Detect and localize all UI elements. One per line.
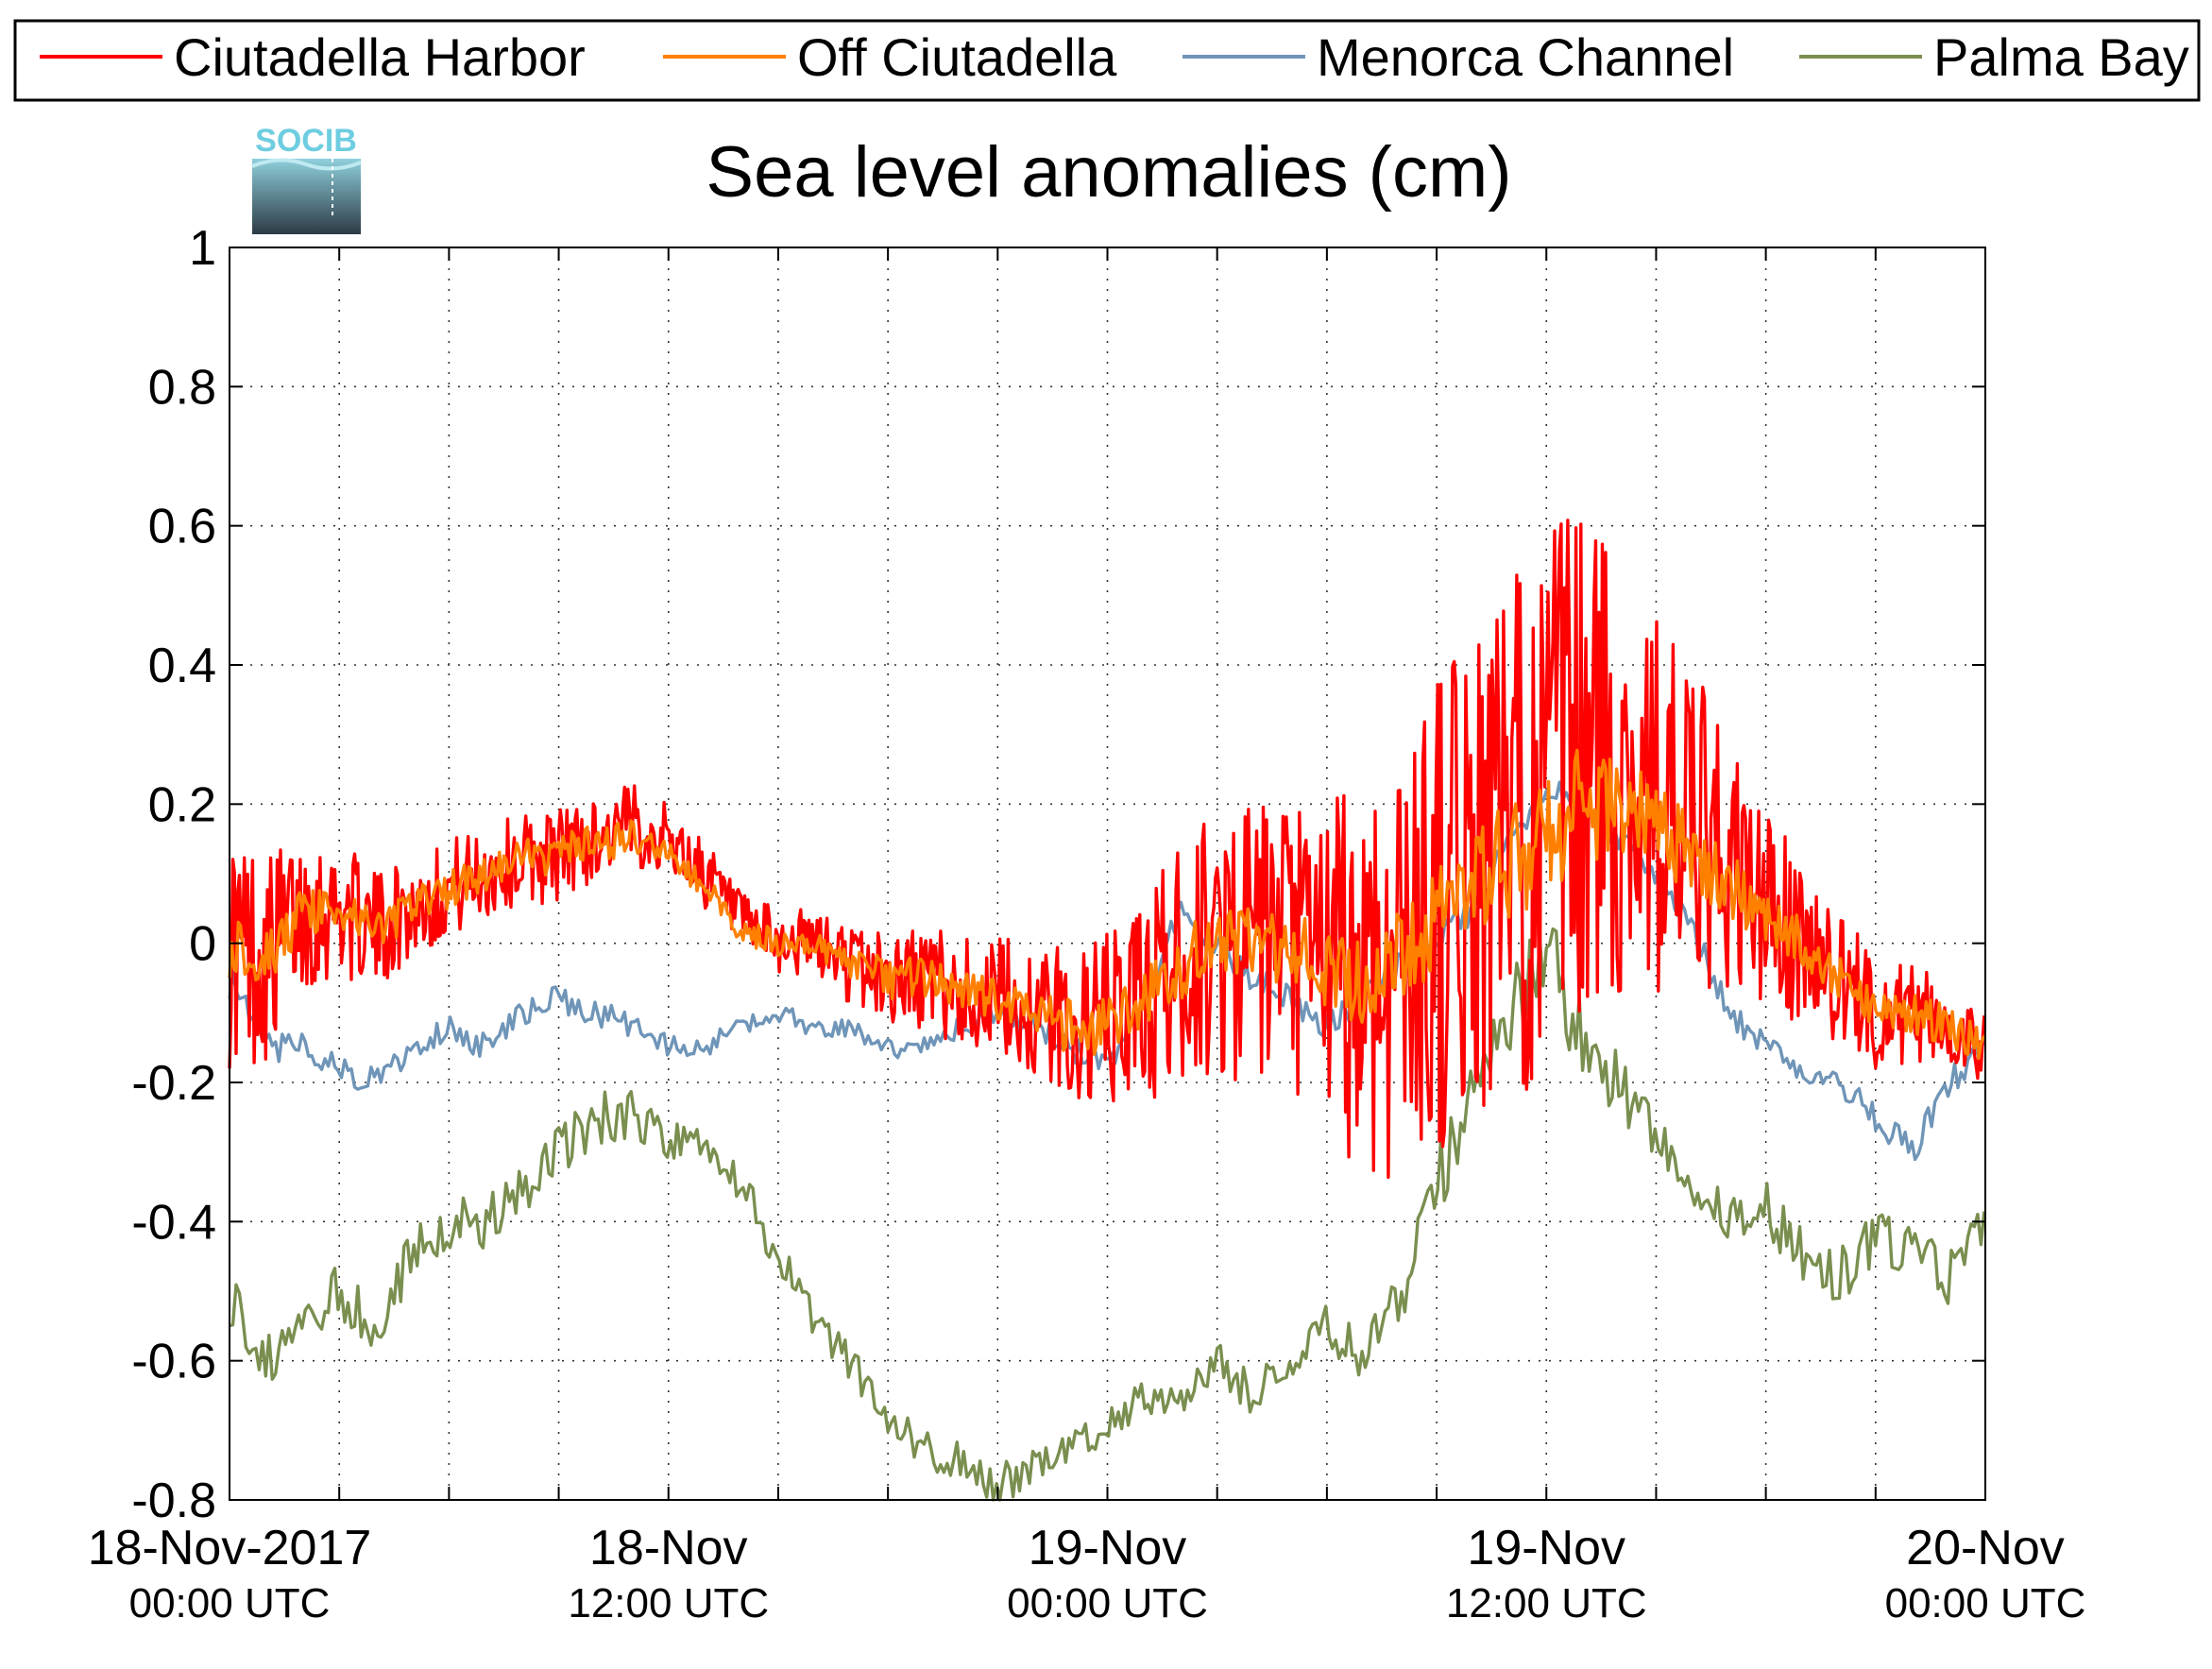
series-line-palma-bay xyxy=(229,927,1986,1502)
y-tick-label-9: -0.8 xyxy=(131,1473,216,1528)
y-tick-label-5: 0 xyxy=(189,917,216,972)
x-tick-label-2: 19-Nov xyxy=(1029,1521,1187,1575)
legend-label-2: Menorca Channel xyxy=(1317,27,1734,87)
y-tick-label-2: 0.6 xyxy=(148,500,216,554)
series-layer xyxy=(228,519,1987,1502)
x-tick-label-3: 19-Nov xyxy=(1467,1521,1625,1575)
legend-label-0: Ciutadella Harbor xyxy=(174,27,586,87)
y-tick-label-7: -0.4 xyxy=(131,1195,216,1250)
logo-wave xyxy=(251,158,362,171)
x-tick-label-0: 18-Nov-2017 xyxy=(88,1521,372,1575)
legend-label-3: Palma Bay xyxy=(1933,27,2189,87)
x-axis-labels: 18-Nov-2017 00:00 UTC 18-Nov 12:00 UTC 19-No… xyxy=(88,1521,2086,1626)
legend-label-1: Off Ciutadella xyxy=(797,27,1117,87)
grid-lines xyxy=(229,247,1986,1501)
x-tick-sublabel-1: 12:00 UTC xyxy=(568,1580,769,1626)
logo-block xyxy=(252,159,361,234)
x-tick-sublabel-2: 00:00 UTC xyxy=(1007,1580,1208,1626)
logo-text: SOCIB xyxy=(255,123,357,159)
plot-area: 1 0.8 0.6 0.4 0.2 0 -0.2 -0.4 -0.6 -0.8 18-Nov-20… xyxy=(88,221,2086,1626)
y-tick-label-3: 0.4 xyxy=(148,639,216,693)
y-tick-label-0: 1 xyxy=(189,221,216,276)
x-tick-sublabel-0: 00:00 UTC xyxy=(129,1580,331,1626)
series-line-ciutadella-harbor xyxy=(228,519,1986,1180)
x-tick-label-1: 18-Nov xyxy=(589,1521,748,1575)
y-axis-labels: 1 0.8 0.6 0.4 0.2 0 -0.2 -0.4 -0.6 -0.8 xyxy=(131,221,216,1528)
x-tick-sublabel-4: 00:00 UTC xyxy=(1885,1580,2086,1626)
socib-logo: SOCIB xyxy=(251,123,362,234)
series-line-off-ciutadella xyxy=(228,748,1987,1061)
y-tick-label-8: -0.6 xyxy=(131,1335,216,1389)
legend-box xyxy=(13,19,2201,102)
legend: Ciutadella Harbor Off Ciutadella Menorca C… xyxy=(13,19,2201,102)
x-tick-label-4: 20-Nov xyxy=(1906,1521,2065,1575)
series-line-menorca-channel xyxy=(228,780,1986,1162)
chart-title: Sea level anomalies (cm) xyxy=(706,132,1511,213)
legend-items: Ciutadella Harbor Off Ciutadella Menorca C… xyxy=(40,27,2189,87)
tick-marks xyxy=(229,247,1986,1501)
x-tick-sublabel-3: 12:00 UTC xyxy=(1446,1580,1647,1626)
y-tick-label-1: 0.8 xyxy=(148,360,216,415)
y-tick-label-6: -0.2 xyxy=(131,1056,216,1111)
y-tick-label-4: 0.2 xyxy=(148,777,216,832)
